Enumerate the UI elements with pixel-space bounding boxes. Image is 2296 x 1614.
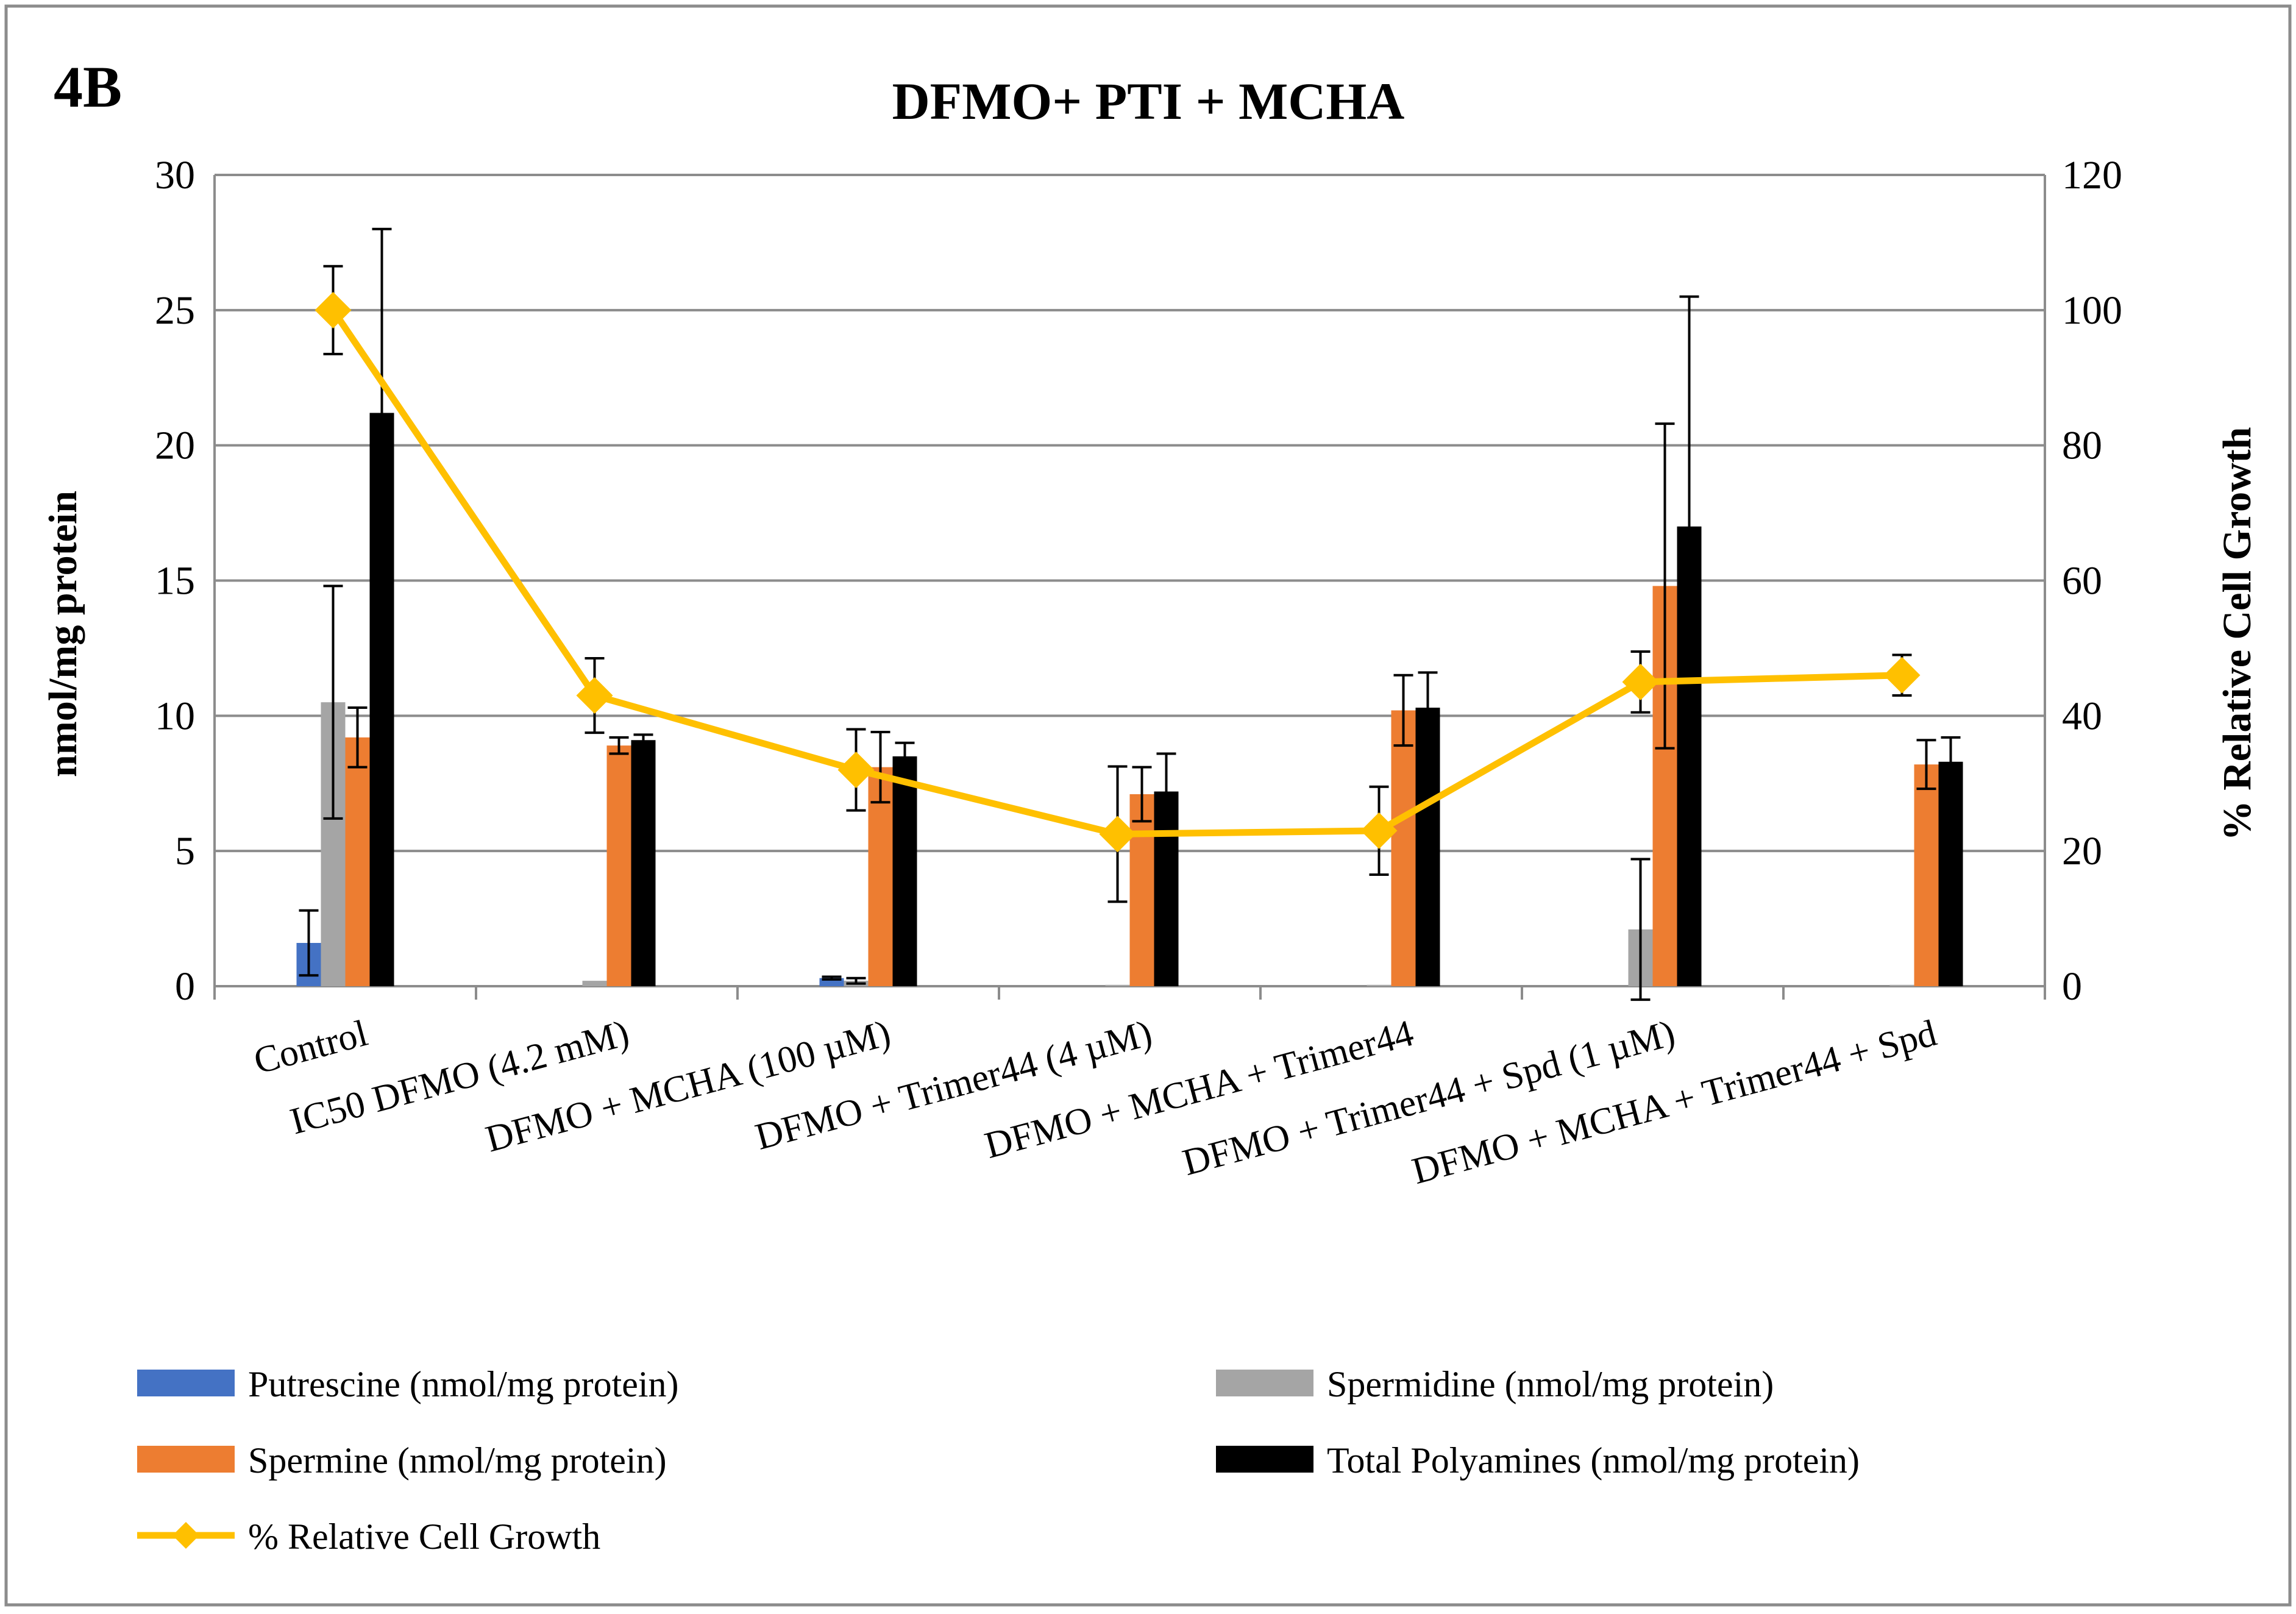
y2-tick-label: 0 [2062, 964, 2082, 1009]
legend-label: % Relative Cell Growth [248, 1516, 600, 1557]
growth-marker [1883, 656, 1921, 694]
legend-swatch [137, 1446, 235, 1473]
y-tick-label: 0 [175, 964, 195, 1009]
error-bars [299, 227, 1961, 1001]
legend-swatch [1216, 1370, 1313, 1396]
legend-label: Total Polyamines (nmol/mg protein) [1327, 1440, 1860, 1481]
growth-marker [1622, 663, 1659, 700]
bar [1391, 710, 1416, 986]
y2-tick-label: 100 [2062, 288, 2122, 333]
y-tick-label: 20 [155, 424, 195, 468]
axes: 0 5 10 15 20 25 30 0 20 40 60 80 100 120 [155, 153, 2122, 1009]
bar [1914, 764, 1939, 986]
y2-tick-label: 80 [2062, 424, 2102, 468]
bar [1129, 794, 1154, 986]
bar [1938, 761, 1963, 986]
panel-label: 4B [54, 54, 122, 119]
legend-swatch [1216, 1446, 1313, 1473]
bar [631, 740, 656, 986]
bar [1889, 984, 1914, 986]
y-tick-label: 30 [155, 153, 195, 197]
y-tick-label: 15 [155, 559, 195, 603]
legend-label: Spermidine (nmol/mg protein) [1327, 1364, 1774, 1404]
y-tick-label: 5 [175, 829, 195, 873]
y-tick-label: 10 [155, 694, 195, 738]
bar [1105, 984, 1130, 986]
growth-marker [1360, 812, 1398, 849]
y-tick-label: 25 [155, 288, 195, 333]
bar [345, 737, 370, 986]
growth-marker [315, 291, 352, 329]
y2-tick-label: 40 [2062, 694, 2102, 738]
legend-marker [172, 1522, 199, 1549]
chart-title: DFMO+ PTI + MCHA [892, 72, 1405, 130]
legend: Putrescine (nmol/mg protein) Spermidine (… [137, 1364, 1860, 1557]
y2-tick-label: 120 [2062, 153, 2122, 197]
bar [868, 767, 893, 986]
bar [892, 756, 917, 986]
growth-marker [576, 677, 613, 714]
y2-axis-title: % Relative Cell Growth [2215, 427, 2259, 841]
bar [1367, 984, 1391, 986]
bar [1415, 708, 1440, 986]
legend-label: Spermine (nmol/mg protein) [248, 1440, 667, 1481]
growth-marker [837, 752, 875, 789]
legend-swatch [137, 1370, 235, 1396]
legend-label: Putrescine (nmol/mg protein) [248, 1364, 679, 1404]
growth-line-layer [315, 265, 1921, 903]
y-axis-title: nmol/mg protein [41, 491, 85, 777]
y2-tick-label: 20 [2062, 829, 2102, 873]
bar [606, 745, 631, 986]
growth-marker [1099, 816, 1136, 853]
y2-tick-label: 60 [2062, 559, 2102, 603]
bar [582, 981, 607, 986]
